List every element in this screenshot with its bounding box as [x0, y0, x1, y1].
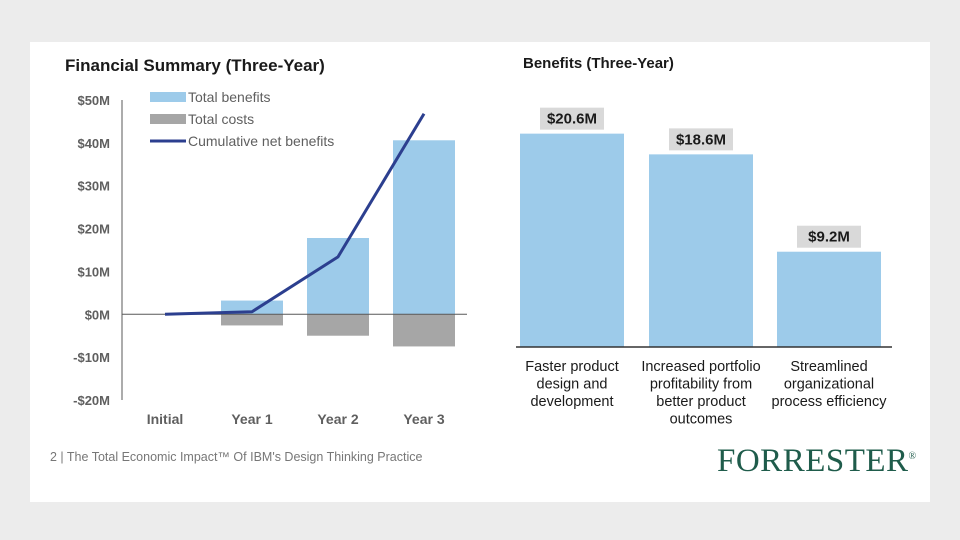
left-chart-title: Financial Summary (Three-Year): [65, 56, 325, 75]
category-label-line: process efficiency: [772, 394, 888, 410]
data-label-background: [797, 225, 861, 248]
benefit-bar: [777, 251, 881, 347]
legend-label: Total benefits: [188, 89, 271, 105]
benefits-chart: $20.6M Faster product design anddevelopmen…: [516, 107, 892, 428]
data-label: $9.2M: [808, 229, 850, 246]
y-tick-label: $40M: [77, 136, 110, 151]
y-tick-label: $0M: [85, 307, 110, 322]
category-label-line: development: [530, 394, 613, 410]
legend-label: Total costs: [188, 111, 254, 127]
forrester-logo: FORRESTER®: [717, 443, 917, 479]
costs-bar: [393, 314, 455, 347]
x-tick-label: Year 3: [403, 411, 444, 427]
right-chart-title: Benefits (Three-Year): [523, 55, 674, 72]
x-tick-label: Year 2: [317, 411, 358, 427]
category-label-line: Streamlined: [790, 359, 867, 375]
y-tick-label: $30M: [77, 179, 110, 194]
cumulative-net-benefits-line: [164, 112, 426, 316]
y-tick-label: -$20M: [73, 393, 110, 408]
financial-summary-chart: $50M $40M $30M $20M $10M $0M -$10M -$20M Initial…: [73, 89, 467, 427]
data-label-background: [669, 128, 733, 151]
costs-bar: [221, 314, 283, 326]
category-label-line: organizational: [784, 377, 874, 393]
category-label-line: design and: [537, 377, 608, 393]
data-label: $18.6M: [676, 131, 726, 148]
data-label: $20.6M: [547, 111, 597, 128]
footer-text: 2 | The Total Economic Impact™ Of IBM's …: [50, 450, 423, 464]
benefits-bar: [307, 238, 369, 315]
y-tick-label: $50M: [77, 93, 110, 108]
legend-label: Cumulative net benefits: [188, 133, 334, 149]
benefit-bar: [649, 154, 753, 347]
legend-benefits-swatch: [150, 92, 186, 102]
slide: Financial Summary (Three-Year) Benefits …: [30, 42, 930, 502]
y-tick-label: $10M: [77, 264, 110, 279]
benefits-bar: [393, 140, 455, 315]
costs-bar: [307, 314, 369, 336]
category-label-line: outcomes: [670, 412, 733, 428]
x-tick-label: Year 1: [231, 411, 272, 427]
data-label-background: [540, 107, 604, 130]
y-tick-label: -$10M: [73, 350, 110, 365]
x-tick-label: Initial: [147, 411, 184, 427]
category-label-line: profitability from: [650, 377, 752, 393]
category-label-line: Faster product: [525, 359, 619, 375]
category-label-line: Increased portfolio: [641, 359, 760, 375]
category-label-line: better product: [656, 394, 745, 410]
y-tick-label: $20M: [77, 222, 110, 237]
legend-costs-swatch: [150, 114, 186, 124]
benefit-bar: [520, 133, 624, 347]
